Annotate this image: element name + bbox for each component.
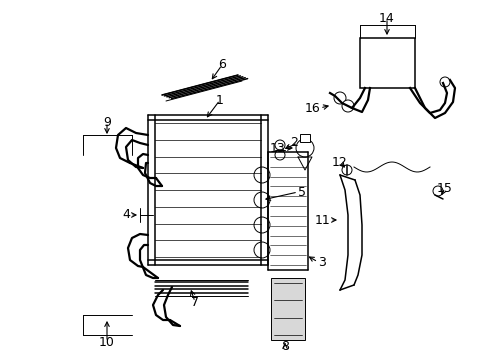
Circle shape — [253, 167, 269, 183]
Circle shape — [295, 139, 313, 157]
Text: 2: 2 — [289, 136, 297, 149]
Text: 14: 14 — [378, 12, 394, 24]
Circle shape — [341, 100, 353, 112]
Text: 8: 8 — [281, 341, 288, 354]
Bar — [270, 278, 305, 340]
Bar — [359, 38, 414, 88]
Text: 7: 7 — [191, 296, 199, 309]
Text: 15: 15 — [436, 181, 452, 194]
Text: 1: 1 — [216, 94, 224, 107]
Text: 5: 5 — [297, 185, 305, 198]
Circle shape — [274, 150, 285, 160]
Text: 10: 10 — [99, 336, 115, 348]
Circle shape — [333, 92, 346, 104]
Circle shape — [253, 242, 269, 258]
Text: 9: 9 — [103, 116, 111, 129]
Circle shape — [253, 217, 269, 233]
Circle shape — [341, 165, 351, 175]
Text: 3: 3 — [317, 256, 325, 269]
Bar — [299, 134, 309, 142]
Circle shape — [432, 186, 442, 196]
Text: 16: 16 — [304, 102, 319, 114]
Text: 12: 12 — [331, 156, 347, 168]
Circle shape — [253, 192, 269, 208]
Text: 6: 6 — [218, 58, 225, 72]
Circle shape — [274, 140, 285, 150]
Circle shape — [439, 77, 449, 87]
Text: 11: 11 — [314, 213, 329, 226]
Text: 13: 13 — [269, 141, 285, 154]
Text: 4: 4 — [122, 208, 130, 221]
